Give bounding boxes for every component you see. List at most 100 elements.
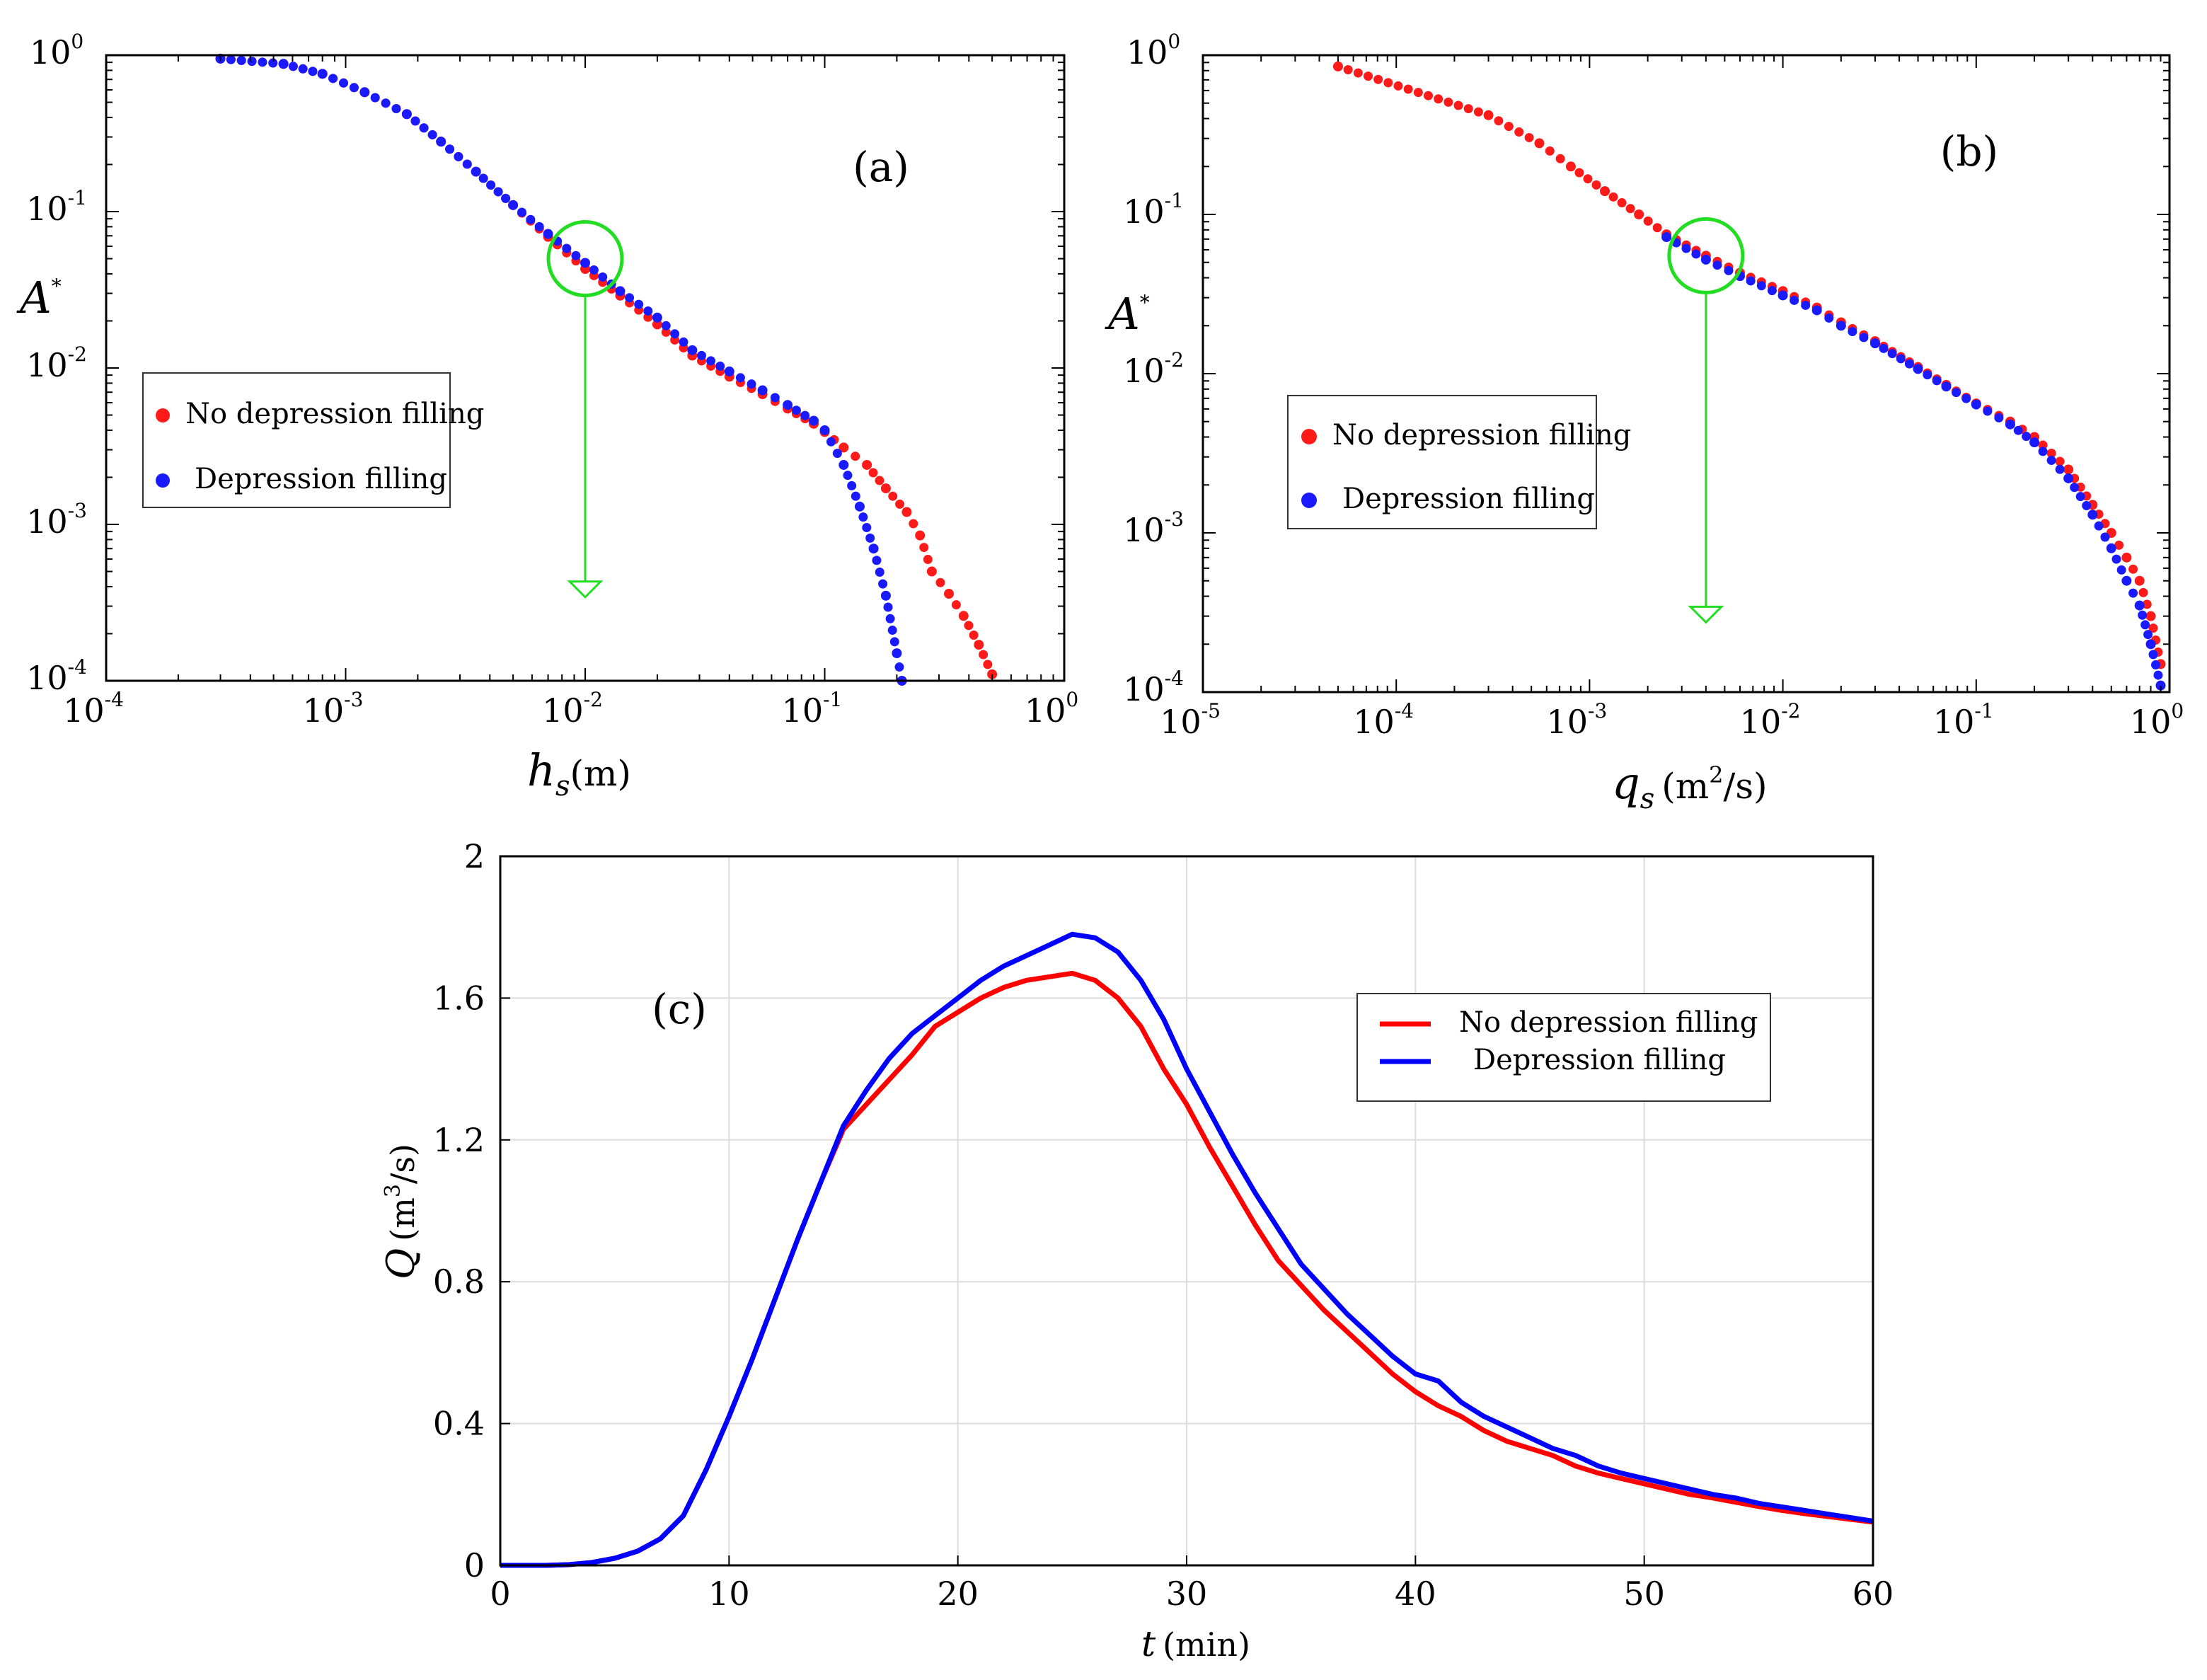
panel-b-legend-label-1: Depression filling — [1342, 483, 1595, 515]
y-tick-label: 10-1 — [26, 186, 87, 228]
panel-a-ticks: 10-4 10-3 10-2 10-1 100 10-4 10-3 10-2 10-1 100 — [26, 30, 1078, 730]
data-point — [2046, 456, 2056, 466]
data-point — [661, 327, 671, 337]
data-point — [2143, 630, 2153, 640]
data-point — [2094, 521, 2104, 531]
data-point — [809, 415, 819, 426]
data-point — [1634, 209, 1644, 219]
x-tick-label: 100 — [2130, 699, 2184, 741]
x-tick-label: 10-1 — [782, 688, 843, 730]
data-point — [643, 306, 653, 316]
data-point — [2055, 456, 2065, 466]
data-point — [819, 425, 830, 435]
panel-b-legend-box — [1287, 395, 1597, 529]
data-point — [964, 621, 974, 631]
data-point — [308, 67, 318, 76]
data-point — [894, 662, 904, 672]
data-point — [979, 650, 989, 660]
data-point — [783, 400, 793, 410]
data-point — [1879, 343, 1889, 353]
data-point — [1565, 161, 1576, 172]
data-point — [247, 57, 257, 67]
data-point — [2134, 600, 2145, 611]
data-point — [1373, 74, 1383, 84]
data-point — [958, 611, 969, 621]
data-point — [288, 62, 298, 71]
data-point — [909, 519, 918, 529]
panel-b: 10-5 10-4 10-3 10-2 10-1 10010-410-310-210-11… — [1105, 30, 2184, 815]
data-point — [298, 64, 308, 74]
data-point — [706, 356, 716, 366]
data-point — [501, 193, 511, 203]
data-point — [895, 499, 905, 509]
data-point — [571, 251, 581, 260]
data-point — [2121, 575, 2132, 586]
series-no-depression-filling — [1332, 61, 2166, 669]
data-point — [875, 476, 884, 485]
x-tick-label: 40 — [1395, 1575, 1436, 1613]
x-tick-label: 20 — [937, 1575, 979, 1613]
highlight-arrow-head — [1688, 605, 1724, 624]
data-point — [1514, 127, 1524, 137]
data-point — [1971, 399, 1981, 410]
data-point — [1363, 71, 1373, 81]
panel-a-legend-label-1: Depression filling — [195, 463, 447, 495]
x-tick-label: 10-2 — [542, 688, 603, 730]
data-point — [1393, 81, 1403, 91]
panel-c-label: (c) — [652, 985, 707, 1033]
panel-c-legend-label-1: Depression filling — [1473, 1044, 1726, 1076]
x-tick-label: 0 — [490, 1575, 510, 1613]
data-point — [839, 442, 849, 453]
panel-a-legend-label-0: No depression filling — [185, 398, 484, 430]
panel-a-legend: No depression filling Depression filling — [142, 372, 484, 508]
data-point — [1887, 349, 1897, 359]
data-point — [1534, 138, 1545, 149]
data-point — [1896, 354, 1906, 364]
data-point — [543, 229, 553, 239]
data-point — [687, 345, 698, 355]
x-tick-label: 10-4 — [63, 688, 124, 730]
data-point — [486, 180, 496, 190]
data-point — [2140, 620, 2150, 630]
y-tick-label: 10-4 — [26, 655, 87, 697]
data-point — [944, 589, 955, 599]
data-point — [381, 98, 391, 108]
y-tick-label: 10-4 — [1123, 667, 1184, 708]
panel-a-data-points — [215, 53, 998, 686]
data-point — [2046, 449, 2056, 458]
data-point — [652, 319, 662, 330]
data-point — [2075, 492, 2085, 502]
data-point — [1913, 364, 1923, 374]
panel-b-legend-marker-red — [1301, 429, 1317, 444]
data-point — [2138, 610, 2148, 620]
data-point — [1413, 88, 1423, 98]
x-tick-label: 10-3 — [1546, 699, 1607, 741]
data-point — [1600, 186, 1610, 197]
data-point — [226, 54, 236, 64]
data-point — [1383, 78, 1393, 88]
data-point — [317, 69, 328, 79]
data-point — [923, 555, 933, 565]
x-tick-label: 10-5 — [1160, 699, 1221, 741]
data-point — [1617, 198, 1627, 208]
data-point — [858, 512, 868, 522]
x-tick-label: 10-1 — [1933, 699, 1994, 741]
data-point — [1952, 388, 1961, 398]
data-point — [1661, 232, 1672, 243]
data-point — [2013, 425, 2023, 435]
data-point — [445, 144, 455, 154]
panel-b-legend-marker-blue — [1301, 493, 1317, 508]
data-point — [851, 491, 860, 501]
data-point — [883, 602, 893, 612]
data-point — [661, 321, 671, 330]
panel-b-ticks: 10-5 10-4 10-3 10-2 10-1 10010-410-310-210-11… — [1123, 30, 2184, 741]
data-point — [735, 373, 745, 383]
data-point — [1483, 110, 1494, 120]
data-point — [847, 481, 857, 490]
data-point — [887, 626, 897, 635]
data-point — [2116, 565, 2126, 575]
y-tick-label: 2 — [464, 837, 485, 875]
data-point — [1836, 321, 1846, 331]
data-point — [875, 567, 884, 577]
data-point — [1434, 94, 1444, 104]
